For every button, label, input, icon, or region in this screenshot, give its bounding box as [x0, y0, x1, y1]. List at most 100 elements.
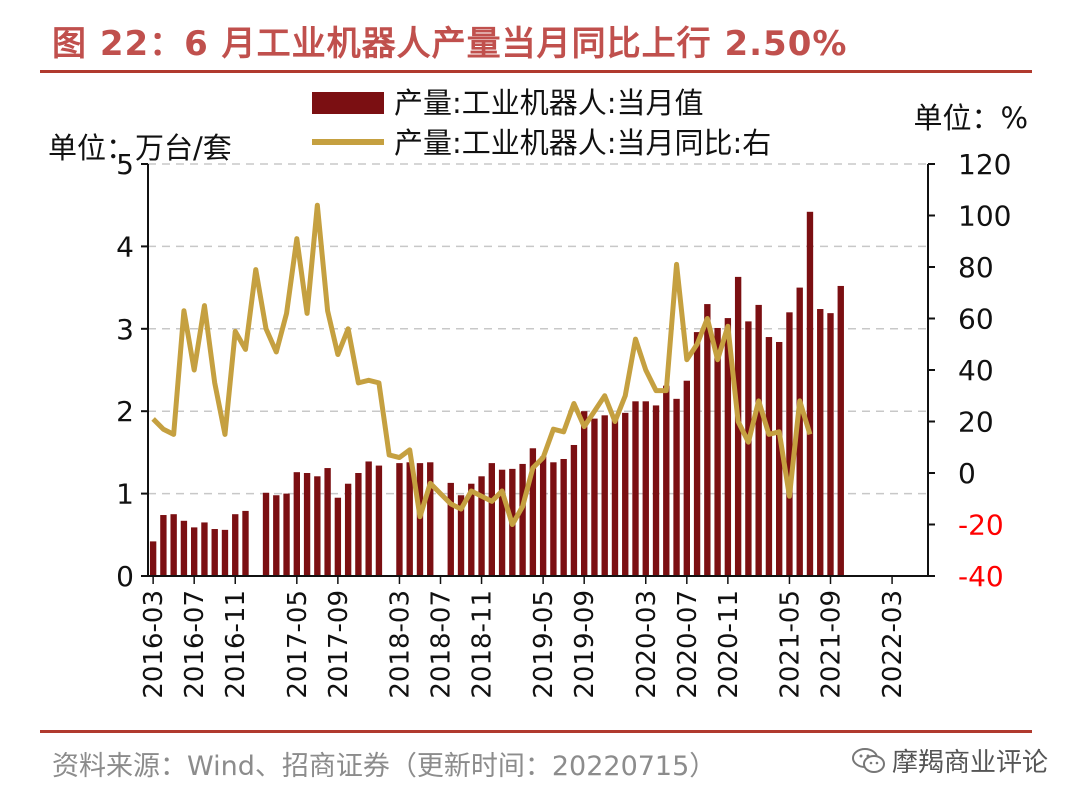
watermark: 摩羯商业评论 [846, 740, 1055, 781]
bar [827, 313, 834, 576]
x-tick-label: 2017-05 [283, 590, 313, 699]
left-tick-label: 4 [116, 230, 134, 263]
right-tick-label: 120 [958, 148, 1011, 181]
bar [704, 304, 711, 576]
bar [663, 385, 670, 576]
x-tick-label: 2018-03 [385, 590, 415, 699]
right-tick-label: 60 [958, 303, 994, 336]
bar [478, 476, 485, 576]
bar [519, 463, 526, 576]
x-tick-label: 2019-05 [529, 590, 559, 699]
bar [344, 483, 352, 576]
bar [837, 285, 844, 576]
x-tick-label: 2018-11 [468, 590, 498, 699]
left-tick-label: 3 [116, 313, 134, 346]
x-tick-label: 2020-11 [714, 590, 744, 699]
bar-series [149, 211, 844, 577]
x-tick-label: 2016-03 [139, 590, 169, 699]
bar [755, 304, 762, 576]
bar [160, 515, 167, 576]
bar [191, 527, 198, 576]
bar [232, 514, 239, 576]
figure-title: 图 22：6 月工业机器人产量当月同比上行 2.50% [52, 24, 848, 64]
bar [416, 463, 424, 576]
bar [550, 462, 557, 576]
bar [447, 482, 454, 576]
x-tick-label: 2019-09 [570, 590, 600, 699]
bar [303, 473, 311, 576]
bar [673, 398, 680, 576]
legend-label-bar: 产量:工业机器人:当月值 [394, 86, 704, 120]
bar [293, 472, 300, 576]
line-series [151, 202, 813, 527]
x-tick-label: 2020-03 [632, 590, 662, 699]
bar [314, 476, 321, 576]
bar [334, 497, 342, 576]
bar [806, 211, 814, 577]
right-tick-label: -20 [958, 509, 1004, 542]
bar [149, 541, 157, 576]
title-rule [40, 70, 1032, 73]
bar [765, 337, 773, 576]
bar [262, 492, 270, 576]
bar [560, 458, 567, 576]
x-axis-ticks: 2016-03 2016-07 2016-11 2017-05 2017-09 2018-… [139, 576, 908, 699]
wechat-icon [852, 747, 885, 773]
bar [591, 418, 598, 576]
bar [324, 468, 331, 576]
right-tick-label: 100 [958, 200, 1011, 233]
bar [498, 469, 506, 576]
right-unit-label: 单位：% [913, 101, 1028, 135]
right-tick-label: 20 [958, 406, 994, 439]
bar [570, 444, 578, 576]
footer-rule [40, 730, 1032, 733]
bar [796, 287, 803, 576]
x-tick-label: 2021-05 [775, 590, 805, 699]
left-unit-label: 单位：万台/套 [48, 131, 232, 165]
bar [273, 495, 280, 576]
x-tick-label: 2020-07 [673, 590, 703, 699]
bar [221, 529, 229, 576]
legend-label-line: 产量:工业机器人:当月同比:右 [394, 126, 771, 160]
bar [529, 448, 537, 576]
bar [201, 522, 208, 576]
bar [211, 529, 218, 576]
bar [283, 493, 290, 576]
bar [693, 332, 701, 576]
bar [786, 312, 793, 576]
left-axis-ticks: 0 1 2 3 4 5 [116, 148, 148, 593]
bar [170, 514, 177, 576]
x-tick-label: 2017-09 [324, 590, 354, 699]
bar [406, 462, 413, 576]
left-tick-label: 5 [116, 148, 134, 181]
bar [375, 465, 383, 576]
bar [714, 327, 721, 576]
bar [488, 463, 495, 576]
bar [396, 463, 403, 576]
x-tick-label: 2018-07 [427, 590, 457, 699]
bar [355, 473, 362, 576]
bar [683, 380, 690, 576]
bar [539, 456, 547, 576]
left-tick-label: 1 [116, 478, 134, 511]
bar [581, 411, 588, 576]
bar [724, 318, 732, 576]
bar [817, 309, 824, 576]
watermark-text: 摩羯商业评论 [892, 748, 1049, 778]
series-line [151, 202, 813, 527]
right-tick-label: -40 [958, 560, 1004, 593]
left-tick-label: 2 [116, 395, 134, 428]
bar [622, 412, 629, 576]
x-tick-label: 2016-07 [180, 590, 210, 699]
bar [468, 483, 475, 576]
legend-swatch-bar [312, 92, 384, 114]
x-tick-label: 2022-03 [878, 590, 908, 699]
bar [611, 415, 619, 576]
x-tick-label: 2021-09 [817, 590, 847, 699]
right-tick-label: 80 [958, 251, 994, 284]
right-tick-label: 0 [958, 457, 976, 490]
bar [180, 520, 188, 576]
bar [632, 401, 639, 576]
bar [242, 510, 249, 576]
